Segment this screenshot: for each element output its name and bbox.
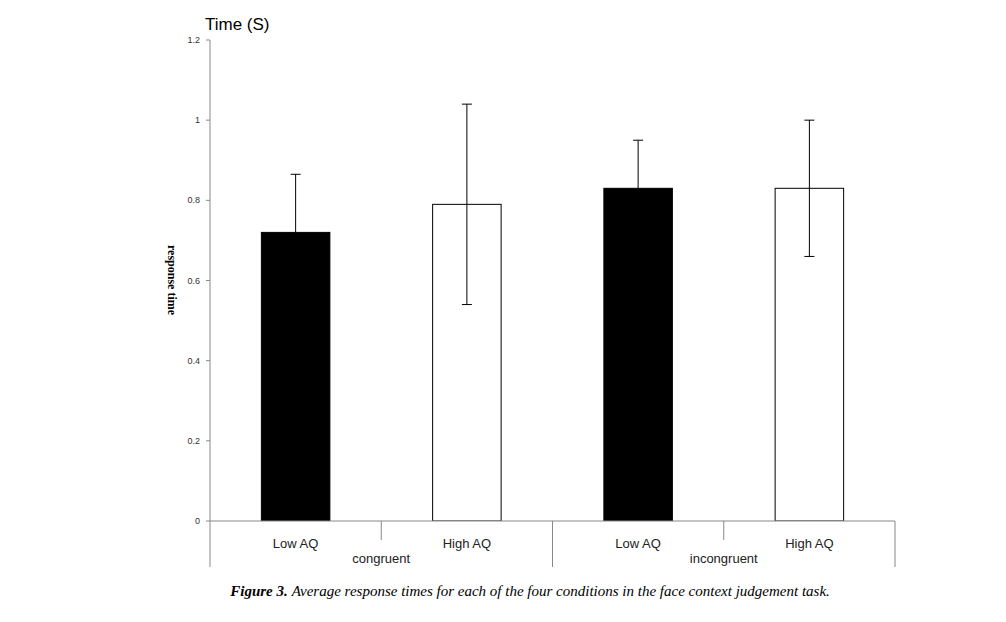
error-bar xyxy=(462,104,472,304)
y-tick xyxy=(206,440,210,441)
y-tick xyxy=(206,360,210,361)
x-tick-label: Low AQ xyxy=(615,536,661,551)
chart-svg: Time (S) response time 0 0.2 0.4 0.6 0.8 1 1.2 Lo… xyxy=(0,0,1006,622)
y-tick-label: 0.2 xyxy=(187,436,200,446)
error-cap xyxy=(633,140,643,141)
error-cap xyxy=(804,256,814,257)
category-separator xyxy=(723,521,724,540)
group-label: congruent xyxy=(352,551,410,566)
caption-label: Figure 3. xyxy=(229,583,288,599)
y-tick-label: 1 xyxy=(195,115,200,125)
error-cap xyxy=(804,120,814,121)
y-tick-label: 0 xyxy=(195,516,200,526)
caption: Figure 3.Average response times for each… xyxy=(229,583,830,599)
y-tick-label: 0.8 xyxy=(187,195,200,205)
error-line xyxy=(809,120,810,256)
error-line xyxy=(638,140,639,236)
error-cap xyxy=(291,290,301,291)
bars xyxy=(261,104,843,521)
y-axis xyxy=(210,40,211,521)
error-bar xyxy=(804,120,814,256)
error-line xyxy=(466,104,467,304)
group-label: incongruent xyxy=(690,551,758,566)
y-tick xyxy=(206,280,210,281)
caption-text: Average response times for each of the f… xyxy=(291,583,830,599)
y-axis-label: response time xyxy=(165,245,179,316)
x-tick-label: Low AQ xyxy=(273,536,319,551)
y-tick xyxy=(206,120,210,121)
chart-container: Time (S) response time 0 0.2 0.4 0.6 0.8 1 1.2 Lo… xyxy=(0,0,1006,622)
y-tick xyxy=(206,521,210,522)
x-tick-label: High AQ xyxy=(785,536,833,551)
category-separator xyxy=(381,521,382,540)
y-tick-label: 0.4 xyxy=(187,356,200,366)
error-cap xyxy=(633,236,643,237)
error-line xyxy=(295,174,296,290)
y-tick xyxy=(206,200,210,201)
error-cap xyxy=(462,104,472,105)
error-cap xyxy=(291,174,301,175)
error-bar xyxy=(291,174,301,290)
x-tick-label: High AQ xyxy=(443,536,491,551)
y-tick-label: 0.6 xyxy=(187,276,200,286)
error-cap xyxy=(462,304,472,305)
y-tick xyxy=(206,40,210,41)
y-tick-label: 1.2 xyxy=(187,35,200,45)
title: Time (S) xyxy=(205,15,270,34)
group-separator xyxy=(210,521,211,567)
group-separator xyxy=(895,521,896,567)
error-bar xyxy=(633,140,643,236)
bar xyxy=(604,188,673,521)
group-separator xyxy=(552,521,553,567)
